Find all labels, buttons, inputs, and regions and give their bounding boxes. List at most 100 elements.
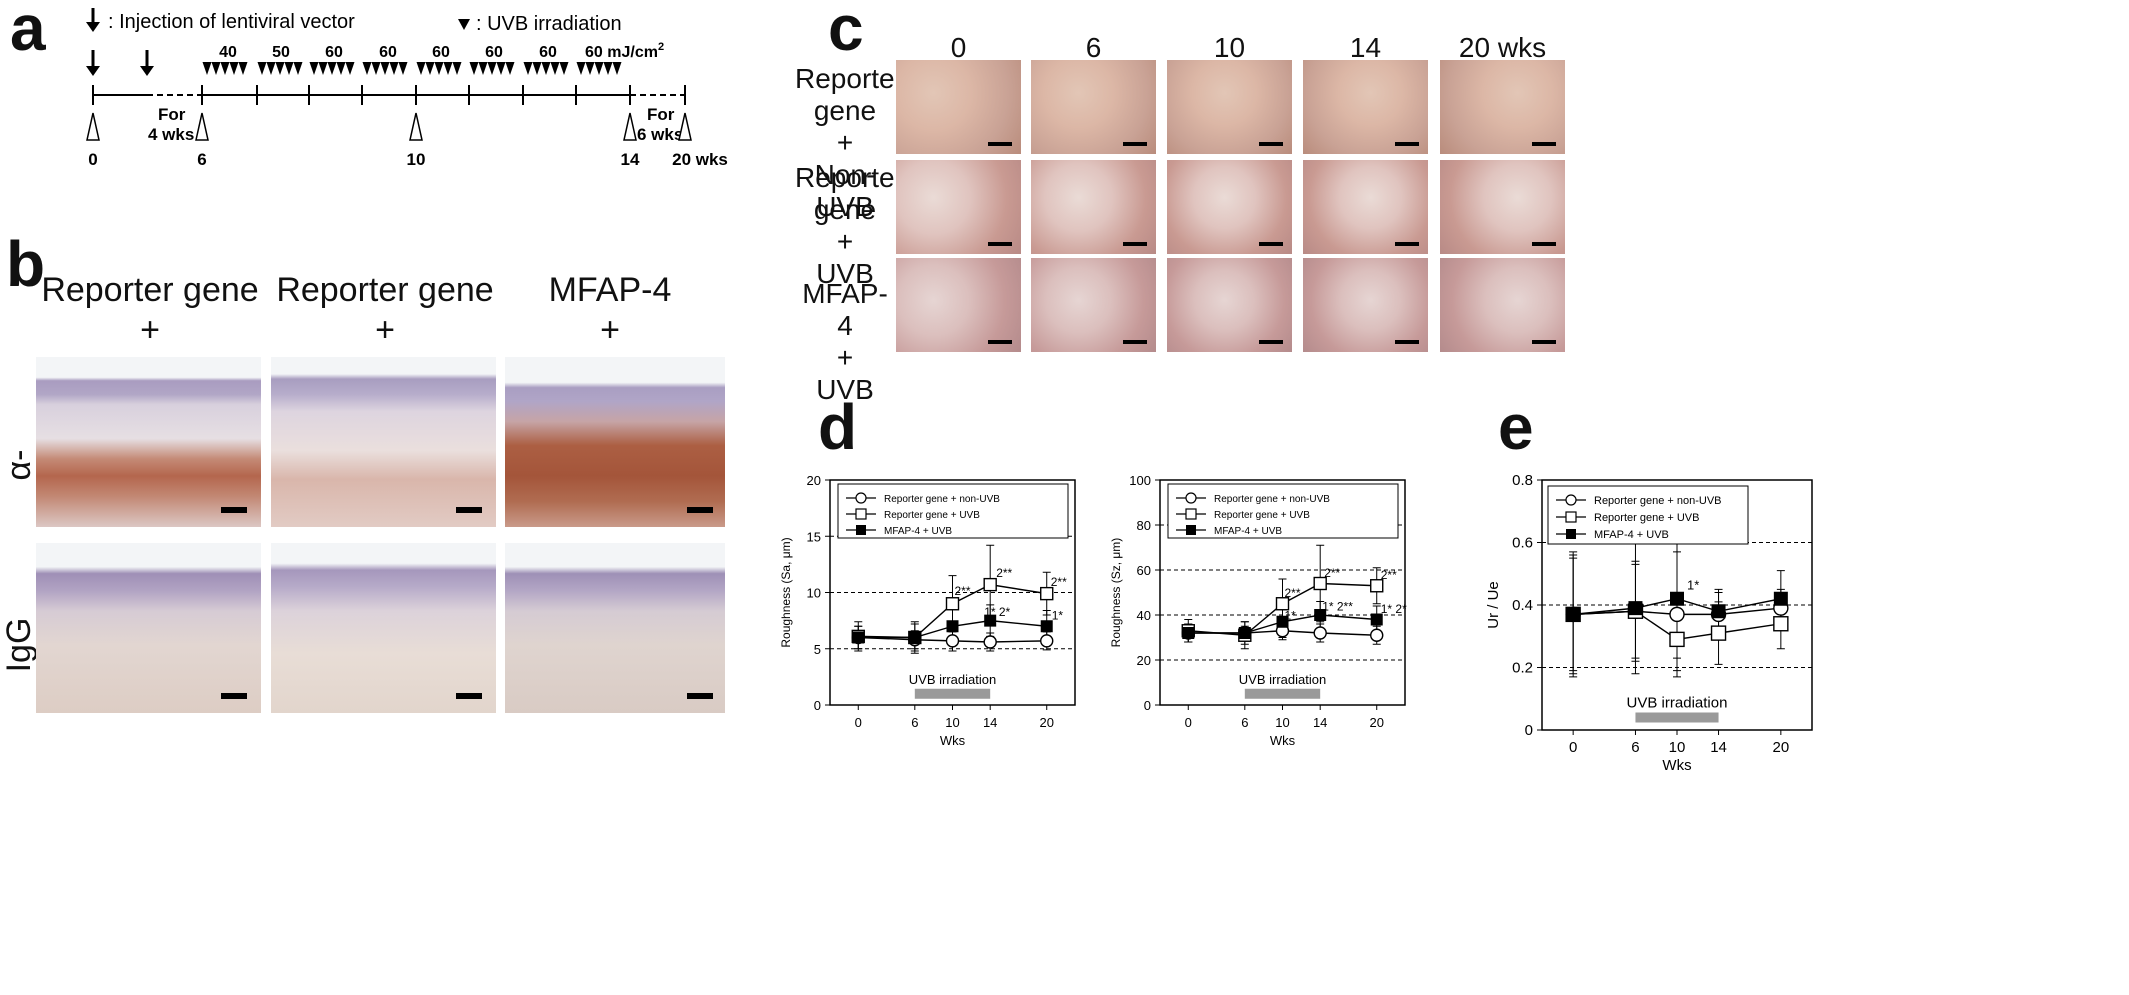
scale-bar xyxy=(1532,242,1556,246)
timepoint-label: 0 xyxy=(88,150,97,169)
skin-replica-photo xyxy=(896,160,1021,254)
data-point-filled-square xyxy=(908,631,921,644)
injection-legend: : Injection of lentiviral vector xyxy=(108,11,355,33)
legend-box xyxy=(837,483,1069,539)
x-axis-label: Wks xyxy=(1270,733,1296,748)
micrograph-igg-reporter-nonuvb xyxy=(36,543,261,713)
timeline-ticks xyxy=(92,85,686,105)
y-tick-label: 0.6 xyxy=(1512,535,1533,552)
chart-legend: Reporter gene + non-UVB Reporter gene + U… xyxy=(837,483,1069,539)
legend-label: Reporter gene + non-UVB xyxy=(884,494,1000,505)
data-point-open-circle xyxy=(1040,634,1054,648)
panel-c-row-label: MFAP-4 + UVB xyxy=(802,278,888,405)
uvb-dose-triangle xyxy=(532,62,542,75)
micrograph-mfap4-reporter-nonuvb xyxy=(36,357,261,527)
significance-annotation: 1* 2* xyxy=(984,605,1010,619)
scale-bar xyxy=(687,693,713,699)
dose-label: 60 xyxy=(325,44,343,61)
uvb-dose-triangle xyxy=(202,62,212,75)
data-point-open-square xyxy=(1669,631,1685,648)
uvb-dose-triangle xyxy=(220,62,230,75)
significance-annotation: 2** xyxy=(1381,568,1397,582)
scale-bar xyxy=(988,142,1012,146)
significance-annotation: 2** xyxy=(1285,586,1301,600)
y-tick-label: 0.2 xyxy=(1512,660,1533,677)
uvb-dose-triangle xyxy=(336,62,346,75)
chart-sz: 0 20 40 60 80 100 0 6 10 14 20 Wks Roughness (Sz, μm… xyxy=(1109,473,1407,748)
data-point-filled-square xyxy=(984,614,997,627)
legend-marker-filled-square xyxy=(856,525,866,535)
legend-label: Reporter gene + UVB xyxy=(1594,512,1699,524)
uvb-dose-triangle xyxy=(594,62,604,75)
data-point-open-square xyxy=(1773,616,1789,632)
skin-replica-photo xyxy=(1303,258,1428,352)
uvb-irradiation-bar xyxy=(1635,712,1719,723)
legend-marker-open-circle xyxy=(1565,494,1577,506)
data-point-open-circle xyxy=(1669,606,1685,623)
skin-replica-photo xyxy=(1031,60,1156,154)
legend-marker-open-square xyxy=(1565,511,1577,523)
uvb-irradiation-label: UVB irradiation xyxy=(909,672,996,687)
data-point-filled-square xyxy=(1040,620,1053,633)
timepoint-triangle-icon xyxy=(86,112,692,141)
data-point-filled-square xyxy=(1566,607,1581,622)
skin-replica-photo xyxy=(1031,258,1156,352)
legend-label: Reporter gene + UVB xyxy=(1214,510,1310,521)
injection-arrow-icon xyxy=(86,8,100,32)
for-4-label: For xyxy=(158,105,186,124)
y-tick-label: 5 xyxy=(814,642,821,657)
uvb-irradiation-bar xyxy=(1244,688,1321,699)
data-point-filled-square xyxy=(1370,613,1383,626)
panel-c-col-label: 14 xyxy=(1349,32,1382,63)
uvb-dose-triangle xyxy=(380,62,390,75)
uvb-dose-triangle xyxy=(452,62,462,75)
uvb-dose-triangle xyxy=(327,62,337,75)
uvb-irradiation-bar xyxy=(914,688,991,699)
uvb-dose-triangle xyxy=(550,62,560,75)
timepoint-label: 20 wks xyxy=(672,150,728,169)
uvb-irradiation-label: UVB irradiation xyxy=(1627,695,1728,712)
dose-label: 60 xyxy=(485,44,503,61)
uvb-dose-triangle xyxy=(443,62,453,75)
significance-annotation: 1* 2** xyxy=(1322,600,1353,614)
scale-bar xyxy=(1259,340,1283,344)
scale-bar xyxy=(456,693,482,699)
panel-c-col-label: 6 xyxy=(1085,32,1102,63)
dose-label: 60 xyxy=(539,44,557,61)
data-point-open-square xyxy=(1040,586,1054,601)
scale-bar xyxy=(221,693,247,699)
significance-annotation: 2** xyxy=(955,584,971,598)
uvb-dose-triangle xyxy=(434,62,444,75)
x-tick-label: 0 xyxy=(1185,715,1192,730)
uvb-dose-triangle xyxy=(345,62,355,75)
data-point-open-square xyxy=(1710,625,1727,641)
uvb-dose-triangle xyxy=(612,62,622,75)
x-tick-label: 20 xyxy=(1773,739,1790,756)
skin-replica-photo xyxy=(896,60,1021,154)
data-point-open-square xyxy=(945,597,960,611)
panel-letter-b: b xyxy=(6,228,46,300)
legend-label: MFAP-4 + UVB xyxy=(1594,529,1669,541)
uvb-dose-triangle xyxy=(496,62,506,75)
x-tick-label: 10 xyxy=(945,715,959,730)
data-point-filled-square xyxy=(1773,591,1788,606)
panel-letter-a: a xyxy=(10,0,46,64)
uvb-dose-triangle xyxy=(309,62,319,75)
skin-replica-photo xyxy=(1440,60,1565,154)
y-tick-label: 0.4 xyxy=(1512,597,1533,614)
significance-annotation: 1* xyxy=(1285,609,1297,623)
injection-arrow-icon xyxy=(86,50,100,76)
uvb-irradiation-label: UVB irradiation xyxy=(1239,672,1326,687)
y-tick-label: 80 xyxy=(1137,518,1151,533)
scale-bar xyxy=(988,242,1012,246)
legend-label: Reporter gene + non-UVB xyxy=(1214,494,1330,505)
scale-bar xyxy=(1395,242,1419,246)
data-point-filled-square xyxy=(1628,601,1643,616)
significance-annotation: 2** xyxy=(996,566,1012,580)
uvb-dose-triangle xyxy=(585,62,595,75)
skin-replica-photo xyxy=(1440,258,1565,352)
dose-label: 60 xyxy=(379,44,397,61)
legend-label: Reporter gene + non-UVB xyxy=(1594,495,1722,507)
x-tick-label: 6 xyxy=(911,715,918,730)
micrograph-mfap4-mfap4-uvb xyxy=(505,357,725,527)
